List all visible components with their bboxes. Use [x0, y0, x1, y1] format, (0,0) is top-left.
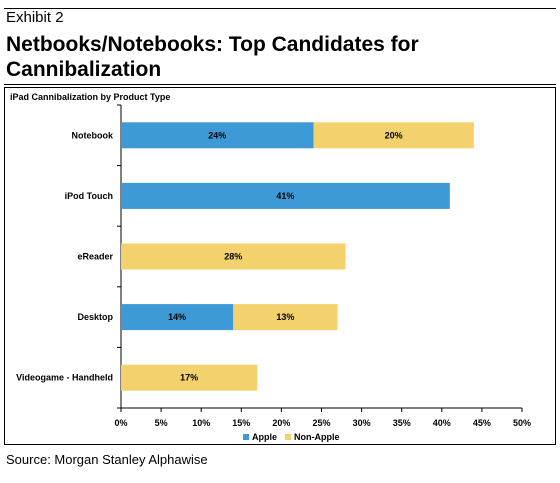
page-title: Netbooks/Notebooks: Top Candidates for C… [6, 33, 419, 81]
chart-frame [4, 87, 556, 445]
exhibit-label: Exhibit 2 [6, 9, 64, 26]
source-note: Source: Morgan Stanley Alphawise [6, 452, 208, 467]
title-rule [4, 84, 556, 85]
top-rule [4, 8, 556, 9]
chart-title: iPad Cannibalization by Product Type [10, 92, 171, 102]
